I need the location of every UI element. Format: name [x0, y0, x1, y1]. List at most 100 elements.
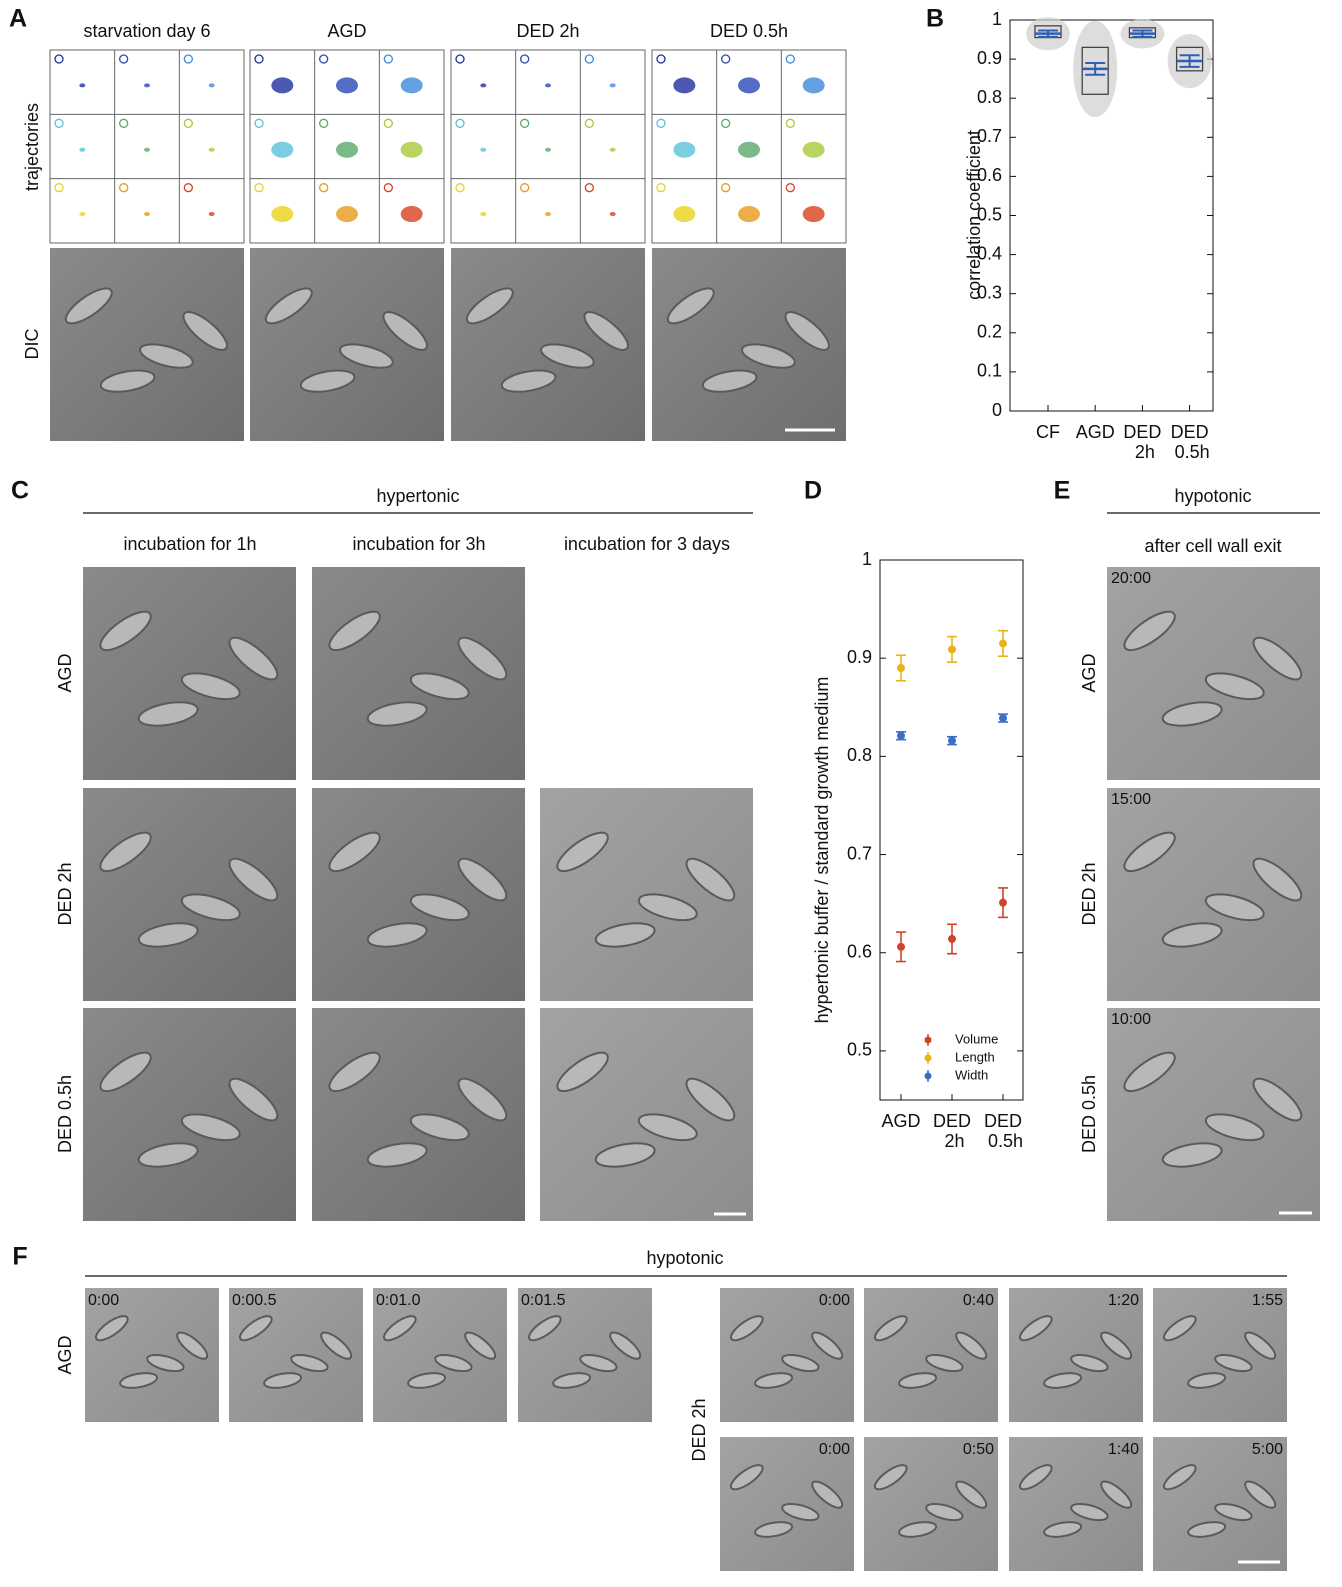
column-label: incubation for 1h — [123, 534, 256, 554]
trajectory — [673, 206, 695, 222]
timestamp: 0:00 — [88, 1292, 119, 1309]
condition-label: starvation day 6 — [83, 21, 210, 41]
legend-label: Volume — [955, 1031, 998, 1046]
trajectory — [803, 142, 825, 158]
section-header: hypertonic — [376, 486, 459, 506]
data-point — [999, 714, 1007, 722]
column-label: incubation for 3 days — [564, 534, 730, 554]
trajectory — [79, 148, 85, 152]
trajectory — [336, 77, 358, 93]
x-tick-label: CF — [1036, 422, 1060, 442]
data-point — [897, 664, 905, 672]
timestamp: 5:00 — [1252, 1441, 1283, 1458]
row-label: AGD — [55, 1335, 75, 1374]
panel-label: A — [9, 5, 27, 33]
timestamp: 0:00 — [819, 1292, 850, 1309]
row-label: DIC — [22, 329, 42, 360]
timestamp: 0:40 — [963, 1292, 994, 1309]
timestamp: 0:00.5 — [232, 1292, 277, 1309]
data-point — [948, 737, 956, 745]
trajectory — [271, 77, 293, 93]
timestamp: 15:00 — [1111, 791, 1151, 808]
y-tick-label: 0.9 — [977, 48, 1002, 68]
panel-label: E — [1054, 477, 1071, 505]
timestamp: 0:50 — [963, 1441, 994, 1458]
legend-marker — [925, 1055, 932, 1062]
data-point — [999, 639, 1007, 647]
x-tick-label: DED 0.5h — [1170, 422, 1210, 462]
condition-label: DED 2h — [516, 21, 579, 41]
section-header: hypotonic — [1174, 486, 1251, 506]
trajectory — [673, 77, 695, 93]
row-label: AGD — [55, 653, 75, 692]
panel-label: B — [926, 5, 944, 33]
trajectory — [336, 206, 358, 222]
panel-label: F — [12, 1243, 27, 1271]
trajectory — [480, 83, 486, 87]
timestamp: 0:00 — [819, 1441, 850, 1458]
trajectory — [610, 83, 616, 87]
trajectory — [401, 206, 423, 222]
legend-label: Length — [955, 1049, 995, 1064]
trajectory — [738, 206, 760, 222]
column-label: incubation for 3h — [352, 534, 485, 554]
data-point — [999, 899, 1007, 907]
y-axis-label: correlation coefficient — [964, 130, 984, 300]
timestamp: 0:01.5 — [521, 1292, 566, 1309]
timestamp: 20:00 — [1111, 570, 1151, 587]
trajectory — [401, 77, 423, 93]
y-tick-label: 0.9 — [847, 647, 872, 667]
trajectory — [738, 142, 760, 158]
trajectory — [480, 148, 486, 152]
figure: A B C D E Fstarvation day 6 AGD DED 2h DED 0.5h t… — [0, 0, 1342, 1587]
legend-marker — [925, 1037, 932, 1044]
y-tick-label: 0 — [992, 400, 1002, 420]
trajectory — [271, 206, 293, 222]
trajectory — [336, 142, 358, 158]
trajectory — [401, 142, 423, 158]
trajectory — [480, 212, 486, 216]
x-tick-label: DED 0.5h — [983, 1111, 1023, 1151]
trajectory — [144, 83, 150, 87]
y-tick-label: 1 — [992, 9, 1002, 29]
trajectory — [673, 142, 695, 158]
timestamp: 1:40 — [1108, 1441, 1139, 1458]
row-label: AGD — [1079, 653, 1099, 692]
condition-label: AGD — [327, 21, 366, 41]
data-point — [897, 943, 905, 951]
y-tick-label: 0.8 — [847, 745, 872, 765]
trajectory — [610, 212, 616, 216]
y-tick-label: 0.8 — [977, 87, 1002, 107]
trajectory — [803, 77, 825, 93]
trajectory — [545, 83, 551, 87]
trajectory — [79, 212, 85, 216]
x-tick-label: AGD — [881, 1111, 920, 1131]
y-tick-label: 0.6 — [847, 941, 872, 961]
trajectory — [610, 148, 616, 152]
trajectory — [738, 77, 760, 93]
data-point — [948, 935, 956, 943]
trajectory — [545, 148, 551, 152]
row-label: DED 0.5h — [55, 1075, 75, 1153]
trajectory — [271, 142, 293, 158]
trajectory — [545, 212, 551, 216]
timestamp: 10:00 — [1111, 1011, 1151, 1028]
row-label: DED 2h — [689, 1398, 709, 1461]
section-header: hypotonic — [646, 1248, 723, 1268]
x-tick-label: DED 2h — [933, 1111, 971, 1151]
y-tick-label: 0.1 — [977, 361, 1002, 381]
trajectory — [209, 83, 215, 87]
y-tick-label: 0.5 — [847, 1040, 872, 1060]
row-label: trajectories — [22, 103, 42, 191]
y-tick-label: 0.7 — [847, 843, 872, 863]
trajectory — [209, 148, 215, 152]
trajectory — [803, 206, 825, 222]
timestamp: 0:01.0 — [376, 1292, 421, 1309]
y-axis-label: hypertonic buffer / standard growth medi… — [812, 677, 832, 1024]
panel-label: D — [804, 477, 822, 505]
x-tick-label: AGD — [1076, 422, 1115, 442]
trajectory — [79, 83, 85, 87]
y-tick-label: 0.2 — [977, 322, 1002, 342]
panel-label: C — [11, 477, 29, 505]
row-label: DED 2h — [55, 862, 75, 925]
